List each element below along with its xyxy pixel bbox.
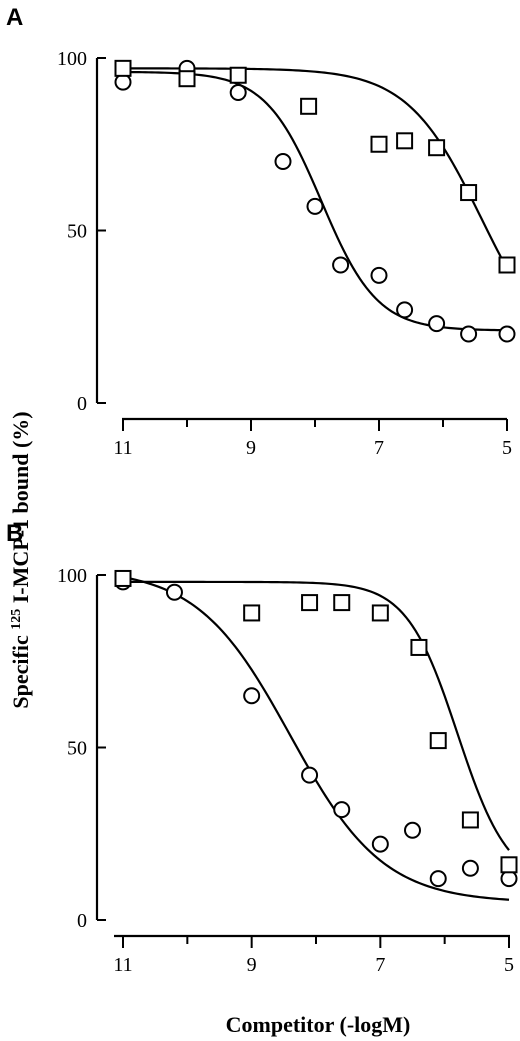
square-data-point [114, 569, 132, 587]
panel-b-fit-curves [122, 575, 510, 901]
square-data-point [461, 811, 479, 829]
circle-data-point [332, 256, 350, 274]
y-tick-label: 0 [77, 910, 87, 932]
circle-data-point [333, 801, 351, 819]
x-tick-label: 7 [375, 954, 385, 976]
panel-a-letter: A [6, 4, 23, 31]
circle-data-point [500, 870, 518, 888]
square-data-point [243, 604, 261, 622]
circle-fit-curve [122, 575, 510, 901]
square-data-point [370, 135, 388, 153]
square-data-point [429, 732, 447, 750]
panel-b-letter: B [6, 520, 23, 547]
x-tick-label: 7 [374, 437, 384, 459]
panel-b: B 0 50 100 11 9 7 5 [6, 520, 518, 976]
circle-data-point [404, 821, 421, 839]
x-tick-label: 11 [113, 437, 132, 459]
circle-data-point [301, 766, 319, 784]
circle-data-point [429, 870, 447, 888]
panel-b-data-points [114, 569, 518, 888]
square-data-point [178, 70, 196, 88]
x-tick-label: 9 [247, 954, 257, 976]
circle-data-point [165, 583, 183, 601]
panel-a-data-points [114, 59, 516, 343]
y-tick-label: 100 [57, 565, 87, 587]
y-tick-label: 50 [67, 221, 87, 243]
square-data-point [410, 638, 428, 656]
square-data-point [500, 856, 518, 874]
circle-data-point [114, 73, 132, 91]
x-tick-label: 11 [113, 954, 132, 976]
circle-data-point [370, 266, 388, 284]
square-data-point [229, 66, 247, 84]
circle-data-point [498, 325, 516, 343]
circle-data-point [428, 315, 446, 333]
square-data-point [428, 139, 446, 157]
x-tick-label: 9 [246, 437, 256, 459]
circle-data-point [274, 153, 292, 170]
panel-b-x-ticks: 11 9 7 5 [113, 936, 514, 976]
circle-data-point [461, 859, 479, 877]
panel-a-x-ticks: 11 9 7 5 [113, 419, 512, 459]
x-axis-title: Competitor (-logM) [226, 1012, 411, 1037]
circle-data-point [371, 835, 389, 853]
circle-data-point [460, 325, 478, 343]
square-data-point [300, 97, 318, 115]
panel-b-y-ticks: 0 50 100 [57, 565, 106, 932]
circle-data-point [396, 301, 414, 319]
y-tick-label: 50 [67, 738, 87, 760]
panel-a-y-ticks: 0 50 100 [57, 48, 106, 415]
y-tick-label: 100 [57, 48, 87, 70]
square-data-point [333, 594, 351, 612]
panel-a: A 0 50 100 11 9 7 5 [6, 4, 516, 459]
square-data-point [301, 594, 319, 612]
square-data-point [371, 604, 389, 622]
square-data-point [498, 256, 516, 274]
circle-data-point [229, 84, 247, 101]
x-tick-label: 5 [504, 954, 514, 976]
square-data-point [114, 59, 132, 77]
square-data-point [396, 132, 414, 150]
y-axis-title: Specific 125 I-MCP-1 bound (%) [8, 411, 33, 708]
y-tick-label: 0 [77, 393, 87, 415]
circle-data-point [243, 687, 261, 705]
x-tick-label: 5 [502, 437, 512, 459]
square-data-point [460, 184, 478, 202]
circle-data-point [306, 197, 324, 215]
square-fit-curve [123, 580, 510, 851]
